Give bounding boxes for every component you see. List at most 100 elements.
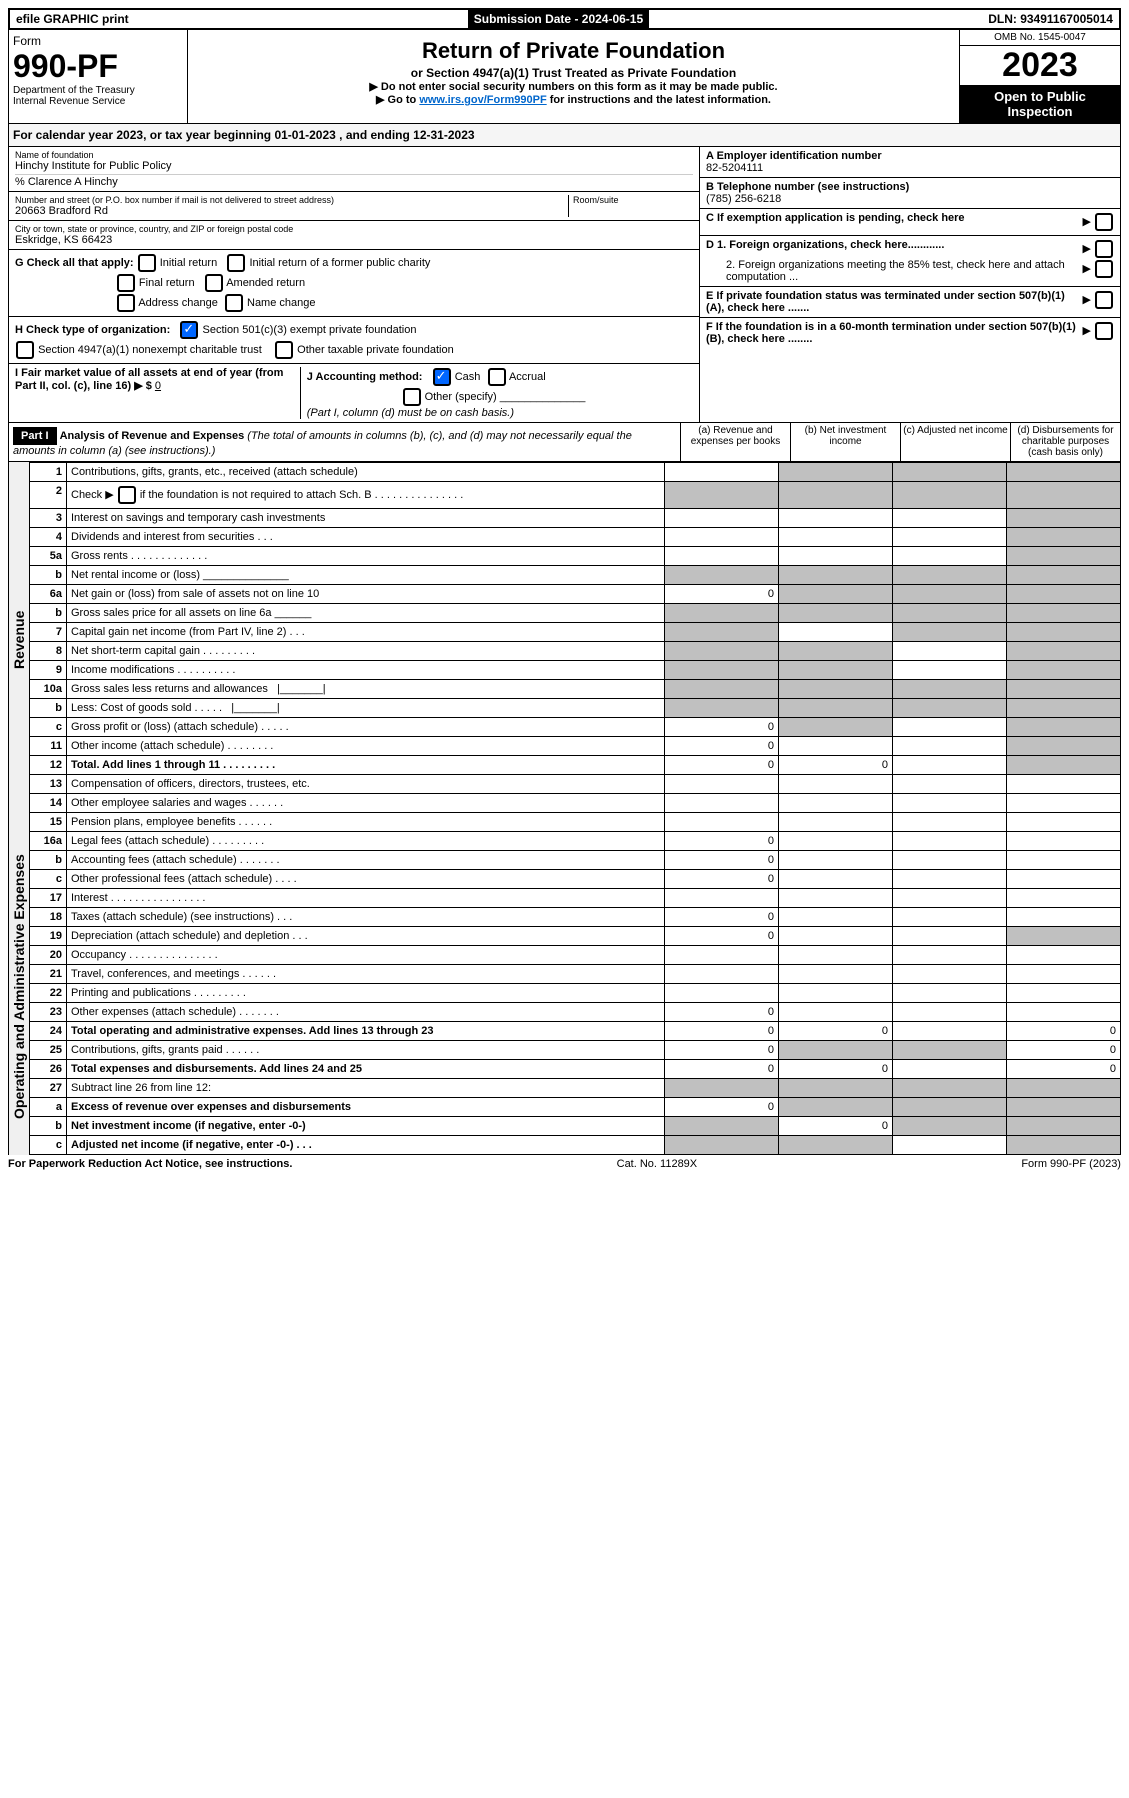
other-method-checkbox[interactable]: [403, 388, 421, 406]
col-a-head: (a) Revenue and expenses per books: [680, 423, 790, 461]
dln: DLN: 93491167005014: [982, 10, 1119, 28]
line-20: Occupancy . . . . . . . . . . . . . . .: [67, 946, 665, 965]
efile-label: efile GRAPHIC print: [10, 10, 135, 28]
initial-return-checkbox[interactable]: [138, 254, 156, 272]
street: 20663 Bradford Rd: [15, 205, 568, 217]
street-label: Number and street (or P.O. box number if…: [15, 195, 568, 205]
d1-checkbox[interactable]: [1095, 240, 1113, 258]
e-label: E If private foundation status was termi…: [706, 290, 1082, 314]
e-checkbox[interactable]: [1095, 291, 1113, 309]
line-6b: Gross sales price for all assets on line…: [67, 604, 665, 623]
name-label: Name of foundation: [15, 150, 693, 160]
line-12: Total. Add lines 1 through 11 . . . . . …: [67, 756, 665, 775]
form-number: 990-PF: [13, 48, 183, 85]
line-24: Total operating and administrative expen…: [67, 1022, 665, 1041]
line-27b: Net investment income (if negative, ente…: [67, 1117, 665, 1136]
part1-label: Part I: [13, 427, 57, 445]
name-change-checkbox[interactable]: [225, 294, 243, 312]
address-change-checkbox[interactable]: [117, 294, 135, 312]
open-public: Open to Public Inspection: [960, 85, 1120, 123]
revenue-side-label: Revenue: [8, 462, 29, 818]
line-27a: Excess of revenue over expenses and disb…: [67, 1098, 665, 1117]
line-10a: Gross sales less returns and allowances …: [67, 680, 665, 699]
line-6a: Net gain or (loss) from sale of assets n…: [67, 585, 665, 604]
form-subtitle: or Section 4947(a)(1) Trust Treated as P…: [194, 66, 953, 80]
city: Eskridge, KS 66423: [15, 234, 693, 246]
line-7: Capital gain net income (from Part IV, l…: [67, 623, 665, 642]
line-19: Depreciation (attach schedule) and deple…: [67, 927, 665, 946]
schb-checkbox[interactable]: [118, 486, 136, 504]
line-25: Contributions, gifts, grants paid . . . …: [67, 1041, 665, 1060]
fmv-value: 0: [155, 380, 161, 392]
i-label: I Fair market value of all assets at end…: [15, 367, 283, 392]
line-21: Travel, conferences, and meetings . . . …: [67, 965, 665, 984]
part1-header: Part I Analysis of Revenue and Expenses …: [8, 423, 1121, 462]
note-link: ▶ Go to www.irs.gov/Form990PF for instru…: [194, 93, 953, 106]
footer-left: For Paperwork Reduction Act Notice, see …: [8, 1158, 292, 1170]
line-26: Total expenses and disbursements. Add li…: [67, 1060, 665, 1079]
d1-label: D 1. Foreign organizations, check here..…: [706, 239, 944, 251]
dept: Department of the Treasury Internal Reve…: [13, 85, 183, 107]
col-c-head: (c) Adjusted net income: [900, 423, 1010, 461]
footer-right: Form 990-PF (2023): [1021, 1158, 1121, 1170]
h-label: H Check type of organization:: [15, 324, 170, 336]
j-label: J Accounting method:: [307, 371, 423, 383]
note-ssn: ▶ Do not enter social security numbers o…: [194, 80, 953, 93]
initial-former-checkbox[interactable]: [227, 254, 245, 272]
phone: (785) 256-6218: [706, 193, 1114, 205]
cash-checkbox[interactable]: [433, 368, 451, 386]
tax-year: 2023: [960, 46, 1120, 85]
line-18: Taxes (attach schedule) (see instruction…: [67, 908, 665, 927]
line-2: Check ▶ if the foundation is not require…: [67, 482, 665, 509]
line-17: Interest . . . . . . . . . . . . . . . .: [67, 889, 665, 908]
col-b-head: (b) Net investment income: [790, 423, 900, 461]
final-return-checkbox[interactable]: [117, 274, 135, 292]
expenses-side-label: Operating and Administrative Expenses: [8, 818, 29, 1155]
amended-checkbox[interactable]: [205, 274, 223, 292]
line-8: Net short-term capital gain . . . . . . …: [67, 642, 665, 661]
line-5b: Net rental income or (loss) ____________…: [67, 566, 665, 585]
4947-checkbox[interactable]: [16, 341, 34, 359]
d2-label: 2. Foreign organizations meeting the 85%…: [706, 259, 1082, 283]
501c3-checkbox[interactable]: [180, 321, 198, 339]
line-5a: Gross rents . . . . . . . . . . . . .: [67, 547, 665, 566]
irs-link[interactable]: www.irs.gov/Form990PF: [419, 94, 546, 106]
line-10b: Less: Cost of goods sold . . . . . |____…: [67, 699, 665, 718]
line-23: Other expenses (attach schedule) . . . .…: [67, 1003, 665, 1022]
entity-info: Name of foundation Hinchy Institute for …: [8, 147, 1121, 423]
j-note: (Part I, column (d) must be on cash basi…: [307, 407, 514, 419]
omb: OMB No. 1545-0047: [960, 30, 1120, 46]
part1-table: 1Contributions, gifts, grants, etc., rec…: [29, 462, 1121, 1155]
g-label: G Check all that apply:: [15, 257, 134, 269]
care-of: % Clarence A Hinchy: [15, 174, 693, 188]
submission-date: Submission Date - 2024-06-15: [468, 10, 649, 28]
phone-label: B Telephone number (see instructions): [706, 181, 1114, 193]
ein: 82-5204111: [706, 162, 1114, 174]
footer-center: Cat. No. 11289X: [617, 1158, 698, 1170]
footer: For Paperwork Reduction Act Notice, see …: [8, 1155, 1121, 1173]
form-label: Form: [13, 34, 183, 48]
room-label: Room/suite: [573, 195, 693, 205]
form-title: Return of Private Foundation: [194, 38, 953, 64]
line-10c: Gross profit or (loss) (attach schedule)…: [67, 718, 665, 737]
f-checkbox[interactable]: [1095, 322, 1113, 340]
other-taxable-checkbox[interactable]: [275, 341, 293, 359]
c-checkbox[interactable]: [1095, 213, 1113, 231]
foundation-name: Hinchy Institute for Public Policy: [15, 160, 693, 172]
line-16a: Legal fees (attach schedule) . . . . . .…: [67, 832, 665, 851]
line-3: Interest on savings and temporary cash i…: [67, 509, 665, 528]
accrual-checkbox[interactable]: [488, 368, 506, 386]
calendar-year: For calendar year 2023, or tax year begi…: [8, 124, 1121, 147]
line-13: Compensation of officers, directors, tru…: [67, 775, 665, 794]
line-11: Other income (attach schedule) . . . . .…: [67, 737, 665, 756]
line-14: Other employee salaries and wages . . . …: [67, 794, 665, 813]
form-header: Form 990-PF Department of the Treasury I…: [8, 30, 1121, 124]
d2-checkbox[interactable]: [1095, 260, 1113, 278]
line-1: Contributions, gifts, grants, etc., rece…: [67, 463, 665, 482]
line-9: Income modifications . . . . . . . . . .: [67, 661, 665, 680]
city-label: City or town, state or province, country…: [15, 224, 693, 234]
line-22: Printing and publications . . . . . . . …: [67, 984, 665, 1003]
c-label: C If exemption application is pending, c…: [706, 212, 1082, 232]
line-27c: Adjusted net income (if negative, enter …: [67, 1136, 665, 1155]
line-4: Dividends and interest from securities .…: [67, 528, 665, 547]
